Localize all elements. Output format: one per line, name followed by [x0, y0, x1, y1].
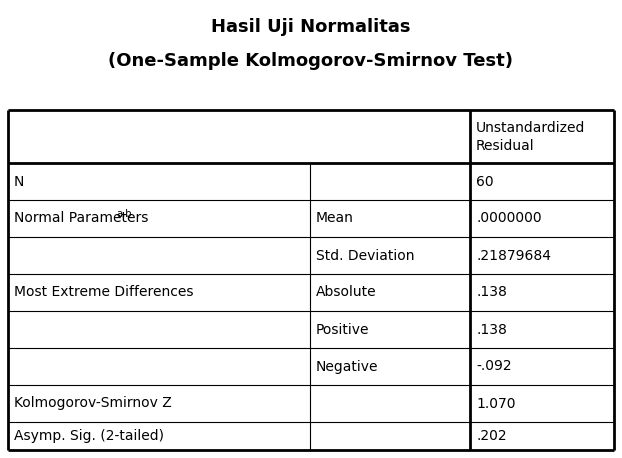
- Text: Unstandardized: Unstandardized: [476, 121, 585, 136]
- Text: Normal Parameters: Normal Parameters: [14, 212, 149, 225]
- Text: Kolmogorov-Smirnov Z: Kolmogorov-Smirnov Z: [14, 397, 172, 410]
- Text: Std. Deviation: Std. Deviation: [316, 249, 414, 262]
- Text: Residual: Residual: [476, 140, 535, 153]
- Text: .21879684: .21879684: [476, 249, 551, 262]
- Text: .138: .138: [476, 322, 507, 337]
- Text: Absolute: Absolute: [316, 285, 377, 300]
- Text: Asymp. Sig. (2-tailed): Asymp. Sig. (2-tailed): [14, 429, 164, 443]
- Text: Hasil Uji Normalitas: Hasil Uji Normalitas: [211, 18, 411, 36]
- Text: Positive: Positive: [316, 322, 369, 337]
- Text: -.092: -.092: [476, 360, 512, 374]
- Text: .138: .138: [476, 285, 507, 300]
- Text: N: N: [14, 174, 24, 189]
- Text: Mean: Mean: [316, 212, 354, 225]
- Text: 1.070: 1.070: [476, 397, 516, 410]
- Text: Most Extreme Differences: Most Extreme Differences: [14, 285, 193, 300]
- Text: .0000000: .0000000: [476, 212, 542, 225]
- Text: a,b: a,b: [116, 208, 131, 218]
- Text: (One-Sample Kolmogorov-Smirnov Test): (One-Sample Kolmogorov-Smirnov Test): [108, 52, 514, 70]
- Text: 60: 60: [476, 174, 494, 189]
- Text: Negative: Negative: [316, 360, 379, 374]
- Text: .202: .202: [476, 429, 507, 443]
